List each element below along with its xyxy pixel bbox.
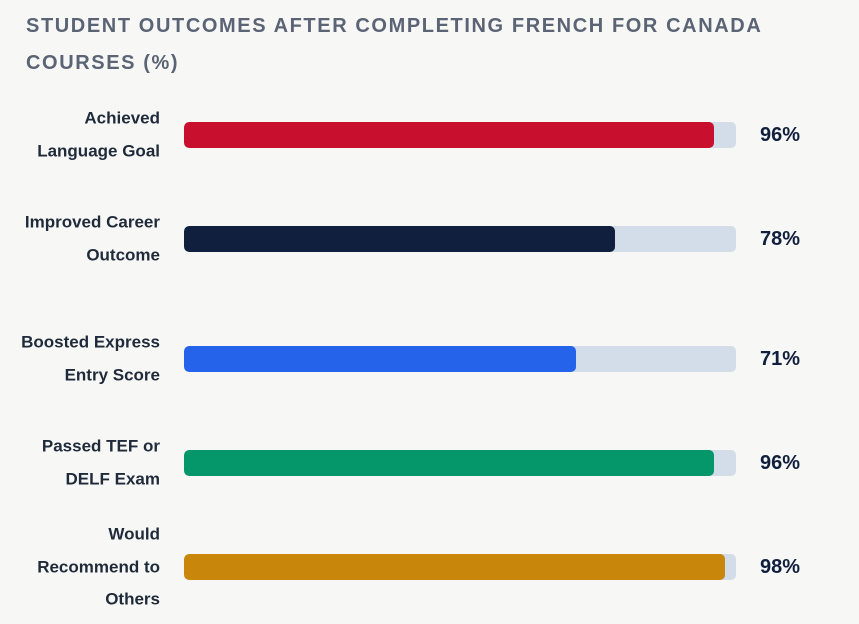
bar-track	[184, 450, 736, 476]
bar-track	[184, 122, 736, 148]
value-label: 78%	[760, 228, 801, 250]
category-label: Would Recommend to Others	[37, 524, 160, 609]
value-label: 96%	[760, 124, 801, 146]
value-label: 71%	[760, 348, 801, 370]
bar-fill	[184, 554, 725, 580]
category-label: Improved Career Outcome	[24, 212, 160, 265]
category-label: Passed TEF or DELF Exam	[41, 436, 160, 489]
bar-track	[184, 346, 736, 372]
value-label: 98%	[760, 556, 801, 578]
bar-track	[184, 554, 736, 580]
value-label: 96%	[760, 452, 801, 474]
bar-fill	[184, 346, 576, 372]
category-label: Achieved Language Goal	[37, 108, 160, 161]
bar-track	[184, 226, 736, 252]
chart-title: STUDENT OUTCOMES AFTER COMPLETING FRENCH…	[26, 15, 762, 74]
bar-fill	[184, 450, 714, 476]
bar-fill	[184, 122, 714, 148]
category-label: Boosted Express Entry Score	[21, 332, 160, 385]
bar-fill	[184, 226, 615, 252]
